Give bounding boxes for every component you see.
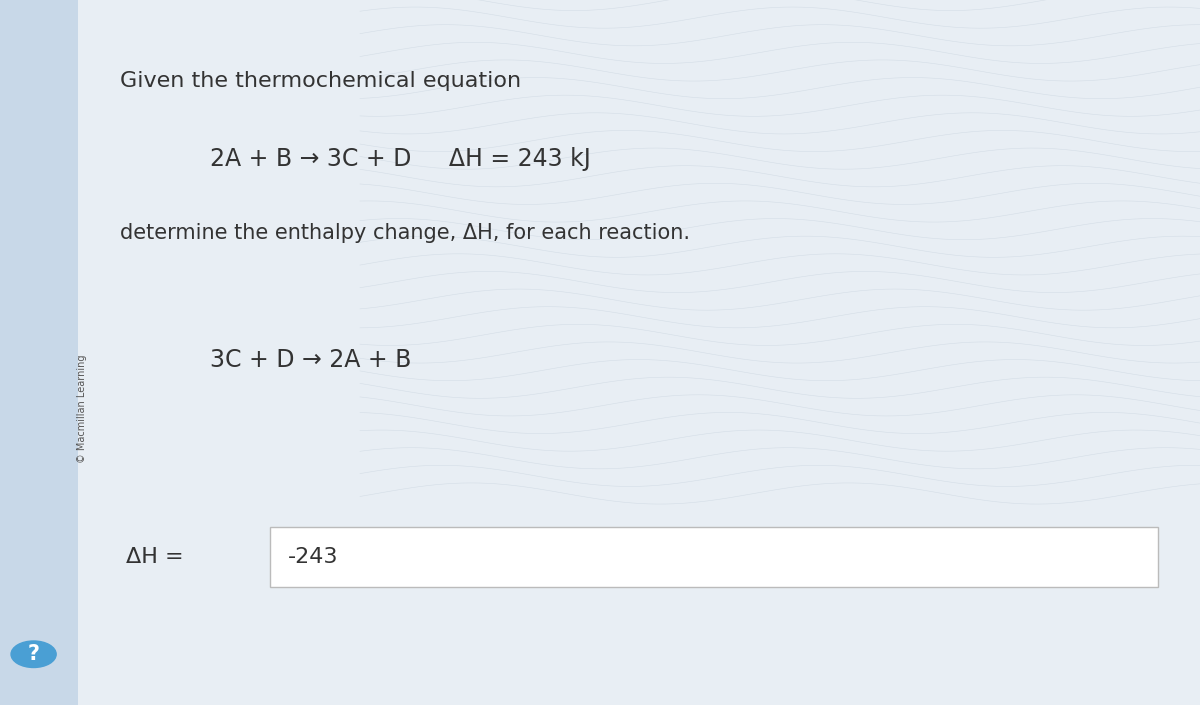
Text: 3C + D → 2A + B: 3C + D → 2A + B — [210, 348, 412, 372]
Text: ΔH =: ΔH = — [126, 547, 184, 567]
Text: ?: ? — [28, 644, 40, 664]
Text: © Macmillan Learning: © Macmillan Learning — [77, 355, 86, 463]
Text: 2A + B → 3C + D     ΔH = 243 kJ: 2A + B → 3C + D ΔH = 243 kJ — [210, 147, 590, 171]
Circle shape — [11, 641, 56, 668]
Text: Given the thermochemical equation: Given the thermochemical equation — [120, 71, 521, 91]
Text: -243: -243 — [288, 547, 338, 567]
Text: determine the enthalpy change, ΔH, for each reaction.: determine the enthalpy change, ΔH, for e… — [120, 223, 690, 243]
FancyBboxPatch shape — [270, 527, 1158, 587]
FancyBboxPatch shape — [78, 0, 1200, 705]
